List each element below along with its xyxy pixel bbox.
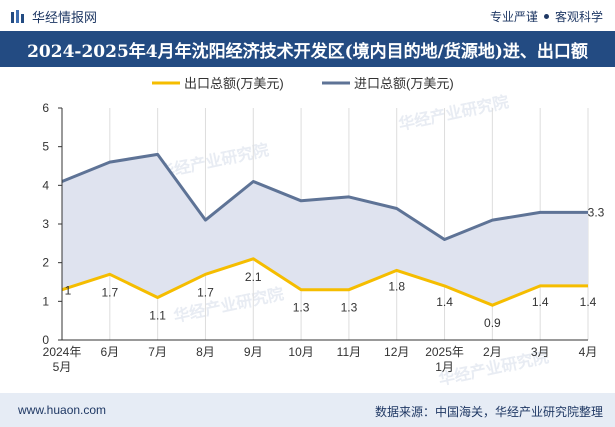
tag-objective: 客观科学	[554, 10, 603, 24]
footer-website[interactable]: www.huaon.com	[18, 403, 107, 417]
import-series-line	[61, 152, 588, 241]
export-data-label: 1.4	[580, 295, 597, 309]
bullet-dot-icon	[543, 14, 549, 19]
top-bar: 华经情报网 专业严谨 客观科学	[0, 0, 615, 30]
x-tick-label-line: 6月	[100, 345, 119, 359]
export-data-label: 1	[65, 284, 72, 298]
footer: www.huaon.com 数据来源：中国海关，华经产业研究院整理	[0, 393, 615, 427]
x-tick-label-line: 4月	[579, 345, 598, 359]
watermark-text: 华经产业研究院	[397, 92, 511, 134]
export-data-label: 1.7	[197, 285, 214, 299]
legend: 出口总额(万美元) 进口总额(万美元)	[152, 76, 454, 91]
export-data-label: 1.4	[532, 295, 549, 309]
chart-title-bar: 2024-2025年4月年沈阳经济技术开发区(境内目的地/货源地)进、出口额	[0, 31, 615, 67]
x-tick-label-line: 8月	[196, 345, 215, 359]
export-data-label: 2.1	[245, 270, 262, 284]
export-series-line	[61, 257, 588, 307]
data-labels: 1 1.7 1.1 1.7 2.1 1.3 1.3 1.8 1.4 0.9 1.4 1.4 3.3	[65, 205, 605, 330]
chart: 华经产业研究院 华经产业研究院 华经产业研究院 华经产业研究院 01234562…	[42, 76, 605, 389]
brand-name: 华经情报网	[32, 10, 98, 25]
watermark-text: 华经产业研究院	[172, 284, 286, 326]
x-tick-label-line: 11月	[337, 345, 361, 359]
export-data-label: 1.3	[341, 301, 358, 315]
export-data-label: 1.3	[293, 301, 310, 315]
brand[interactable]: 华经情报网	[10, 7, 97, 26]
import-data-label: 3.3	[588, 205, 605, 219]
export-data-label: 1.4	[436, 295, 453, 309]
x-tick-label: 3月	[531, 345, 550, 359]
legend-label-export: 出口总额(万美元)	[184, 76, 284, 91]
y-tick-label: 2	[42, 256, 49, 270]
y-tick-label: 0	[42, 333, 49, 347]
x-tick-label: 7月	[148, 345, 167, 359]
x-tick-label-line: 5月	[53, 360, 72, 374]
x-tick-label-line: 2月	[483, 345, 502, 359]
export-data-label: 0.9	[484, 316, 501, 330]
x-tick-label: 10月	[288, 345, 313, 359]
x-tick-label: 8月	[196, 345, 215, 359]
export-data-label: 1.7	[101, 285, 118, 299]
export-data-label: 1.8	[388, 279, 405, 293]
huajing-logo-icon	[11, 9, 24, 23]
area-fill-between-series	[62, 154, 588, 306]
y-tick-label: 3	[42, 217, 49, 231]
y-tick-label: 5	[42, 140, 49, 154]
y-tick-label: 6	[42, 101, 49, 115]
x-tick-label: 11月	[337, 345, 361, 359]
export-data-label: 1.1	[149, 308, 166, 322]
legend-label-import: 进口总额(万美元)	[354, 76, 454, 91]
x-tick-label-line: 3月	[531, 345, 550, 359]
x-tick-label-line: 2024年	[43, 345, 82, 359]
y-tick-label: 1	[42, 294, 49, 308]
x-tick-label: 2024年 5月	[43, 345, 82, 374]
chart-title: 2024-2025年4月年沈阳经济技术开发区(境内目的地/货源地)进、出口额	[27, 41, 588, 62]
tag-professional: 专业严谨	[489, 10, 538, 24]
x-tick-label-line: 12月	[384, 345, 409, 359]
x-tick-label: 2025年 1月	[425, 345, 464, 374]
x-tick-label-line: 2025年	[425, 345, 464, 359]
x-tick-label-line: 7月	[148, 345, 167, 359]
tagline: 专业严谨 客观科学	[490, 8, 603, 25]
x-tick-label-line: 10月	[288, 345, 313, 359]
x-tick-label: 12月	[384, 345, 409, 359]
x-tick-label: 4月	[579, 345, 598, 359]
x-tick-label-line: 9月	[244, 345, 263, 359]
x-tick-label-line: 1月	[435, 360, 454, 374]
y-tick-label: 4	[42, 178, 49, 192]
x-tick-label: 2月	[483, 345, 502, 359]
x-tick-label: 9月	[244, 345, 263, 359]
footer-source: 数据来源：中国海关，华经产业研究院整理	[374, 405, 603, 419]
x-tick-label: 6月	[100, 345, 119, 359]
